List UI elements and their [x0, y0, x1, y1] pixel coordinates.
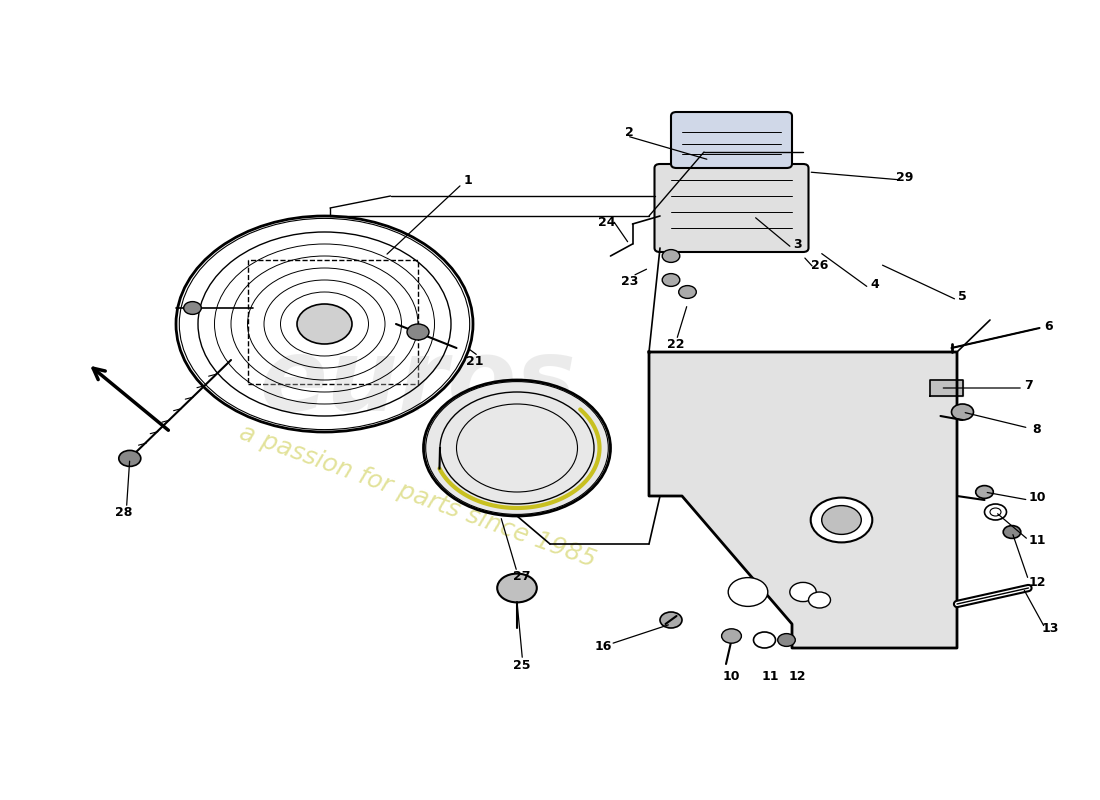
Circle shape: [808, 592, 830, 608]
Text: euros: euros: [260, 335, 576, 433]
Circle shape: [790, 582, 816, 602]
Text: 12: 12: [789, 670, 806, 682]
Text: 4: 4: [870, 278, 879, 290]
Text: 22: 22: [667, 338, 684, 350]
Circle shape: [119, 450, 141, 466]
Circle shape: [424, 380, 610, 516]
Text: 1: 1: [463, 174, 472, 186]
Polygon shape: [930, 380, 962, 396]
Circle shape: [976, 486, 993, 498]
Text: 28: 28: [114, 506, 132, 518]
Text: 10: 10: [723, 670, 740, 682]
Text: a passion for parts since 1985: a passion for parts since 1985: [236, 420, 600, 572]
Text: 29: 29: [895, 171, 913, 184]
FancyBboxPatch shape: [654, 164, 808, 252]
Text: 8: 8: [1032, 423, 1041, 436]
Circle shape: [822, 506, 861, 534]
Text: 10: 10: [1028, 491, 1046, 504]
Circle shape: [662, 274, 680, 286]
Text: 13: 13: [1042, 622, 1059, 634]
Text: 21: 21: [466, 355, 484, 368]
Circle shape: [722, 629, 741, 643]
Bar: [248, 260, 418, 384]
Text: 16: 16: [594, 640, 612, 653]
Text: 7: 7: [1024, 379, 1033, 392]
Circle shape: [728, 578, 768, 606]
Text: 25: 25: [513, 659, 530, 672]
Text: 2: 2: [625, 126, 634, 138]
Text: 11: 11: [1028, 534, 1046, 546]
Text: 6: 6: [1044, 320, 1053, 333]
Text: 27: 27: [513, 570, 530, 582]
Circle shape: [811, 498, 872, 542]
Circle shape: [679, 286, 696, 298]
Text: 3: 3: [793, 238, 802, 250]
Text: 12: 12: [1028, 576, 1046, 589]
Text: 11: 11: [761, 670, 779, 682]
FancyBboxPatch shape: [671, 112, 792, 168]
Polygon shape: [649, 352, 957, 648]
Circle shape: [662, 250, 680, 262]
Text: 23: 23: [620, 275, 638, 288]
Circle shape: [778, 634, 795, 646]
Circle shape: [952, 404, 974, 420]
Text: 26: 26: [811, 259, 828, 272]
Text: 5: 5: [958, 290, 967, 302]
Circle shape: [497, 574, 537, 602]
Circle shape: [184, 302, 201, 314]
Circle shape: [297, 304, 352, 344]
Text: 24: 24: [598, 216, 616, 229]
Circle shape: [660, 612, 682, 628]
Circle shape: [407, 324, 429, 340]
Circle shape: [1003, 526, 1021, 538]
